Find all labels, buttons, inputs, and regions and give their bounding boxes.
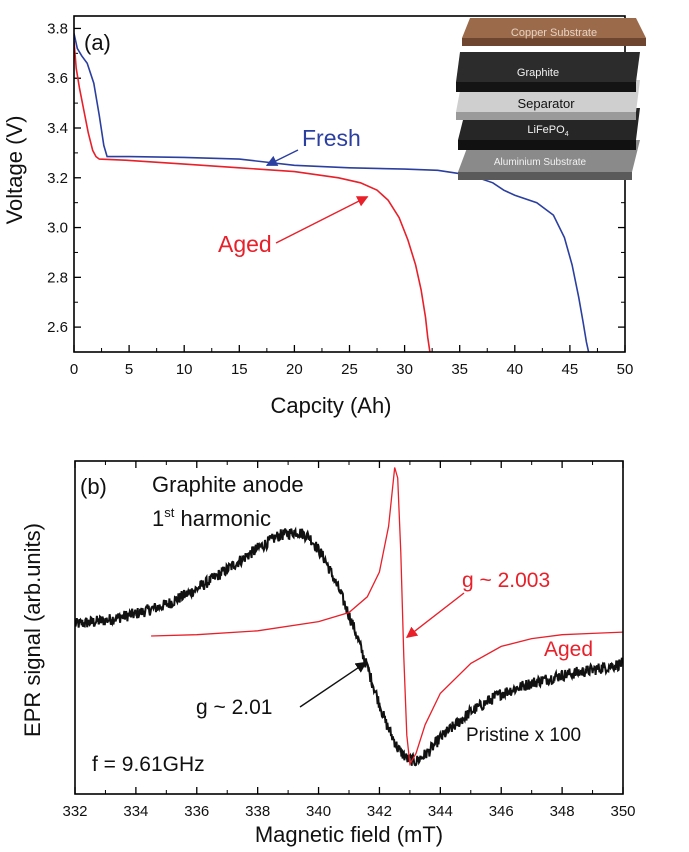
panel-a-x-tick-label: 0	[70, 361, 78, 378]
panel-a-x-axis-label: Capcity (Ah)	[270, 393, 391, 418]
layer-copper-label: Copper Substrate	[511, 27, 597, 39]
layer-aluminium-label: Aluminium Substrate	[494, 157, 587, 168]
pristine-annotation: Pristine x 100	[466, 725, 581, 746]
panel-a-y-tick-label: 3.2	[47, 170, 68, 187]
panel-b-x-tick-label: 350	[610, 803, 635, 820]
panel-b-title-line2: 1st harmonic	[152, 505, 271, 531]
g-2003-arrow	[405, 592, 465, 638]
layer-separator-label: Separator	[517, 96, 575, 111]
panel-a-x-tick-label: 25	[341, 361, 358, 378]
panel-b-x-tick-label: 334	[123, 803, 148, 820]
panel-a-y-tick-label: 3.8	[47, 20, 68, 37]
panel-a-y-tick-label: 3.6	[47, 70, 68, 87]
panel-a-y-axis-label: Voltage (V)	[2, 116, 27, 225]
panel-a-x-tick-label: 15	[231, 361, 248, 378]
g-201-arrow	[299, 661, 367, 708]
g-201-annotation: g ~ 2.01	[196, 696, 272, 719]
panel-b-x-axis-label: Magnetic field (mT)	[255, 822, 443, 847]
panel-a-series	[74, 33, 590, 352]
panel-b-y-axis-label: EPR signal (arb.units)	[20, 523, 45, 737]
fresh-annotation: Fresh	[302, 125, 361, 151]
layer-graphite-label: Graphite	[517, 67, 559, 79]
panel-b-ticks: 332 334 336 338 340 342 344 346 348 350	[62, 461, 636, 820]
panel-b-chart: 332 334 336 338 340 342 344 346 348 350 (b) Graph…	[20, 460, 636, 847]
panel-a-x-tick-label: 10	[176, 361, 193, 378]
panel-a-frame	[73, 15, 626, 353]
layer-lifepo4-label: LiFePO4	[527, 124, 568, 138]
aged-curve	[74, 40, 431, 352]
panel-a-x-tick-label: 20	[286, 361, 303, 378]
panel-a-y-tick-label: 3.0	[47, 220, 68, 237]
panel-a-x-tick-label: 45	[562, 361, 579, 378]
panel-b-x-tick-label: 346	[489, 803, 514, 820]
aged-annotation: Aged	[218, 231, 272, 257]
panel-a-x-tick-label: 50	[617, 361, 634, 378]
frequency-annotation: f = 9.61GHz	[92, 753, 205, 776]
panel-b-title-line1: Graphite anode	[152, 472, 304, 497]
fresh-curve	[74, 33, 590, 352]
g-2003-annotation: g ~ 2.003	[462, 569, 550, 592]
panel-a-chart: 0 5 10 15 20 25 30 35 40 45 50 2.6 2.8 3.0 3.2 3.4 3.6 3.…	[2, 15, 646, 418]
panel-a-x-tick-label: 40	[506, 361, 523, 378]
panel-b-label: (b)	[80, 474, 107, 499]
panel-b-x-tick-label: 338	[245, 803, 270, 820]
panel-b-x-tick-label: 344	[428, 803, 453, 820]
panel-a-label: (a)	[84, 30, 111, 55]
aged-epr-curve	[151, 467, 623, 767]
battery-layer-inset: Aluminium Substrate LiFePO4 Separator Gr…	[456, 18, 646, 180]
panel-a-y-tick-label: 2.6	[47, 319, 68, 336]
panel-a-x-tick-label: 30	[396, 361, 413, 378]
panel-a-x-tick-label: 35	[451, 361, 468, 378]
panel-b-x-tick-label: 340	[306, 803, 331, 820]
panel-b-frame	[74, 460, 624, 795]
panel-b-series	[75, 467, 623, 767]
panel-b-x-tick-label: 342	[367, 803, 392, 820]
fresh-arrow	[265, 149, 299, 166]
panel-a-y-tick-label: 3.4	[47, 120, 68, 137]
layer-graphite: Graphite	[456, 52, 640, 92]
aged-arrow	[275, 196, 369, 244]
panel-a-x-tick-label: 5	[125, 361, 133, 378]
panel-a-ticks: 0 5 10 15 20 25 30 35 40 45 50 2.6 2.8 3.0 3.2 3.4 3.6 3.…	[47, 20, 633, 378]
panel-b-x-tick-label: 348	[550, 803, 575, 820]
aged-epr-annotation: Aged	[544, 638, 593, 661]
panel-b-x-tick-label: 332	[62, 803, 87, 820]
layer-copper-substrate: Copper Substrate	[462, 18, 646, 46]
pristine-curve	[75, 526, 623, 767]
panel-b-x-tick-label: 336	[184, 803, 209, 820]
panel-a-y-tick-label: 2.8	[47, 269, 68, 286]
